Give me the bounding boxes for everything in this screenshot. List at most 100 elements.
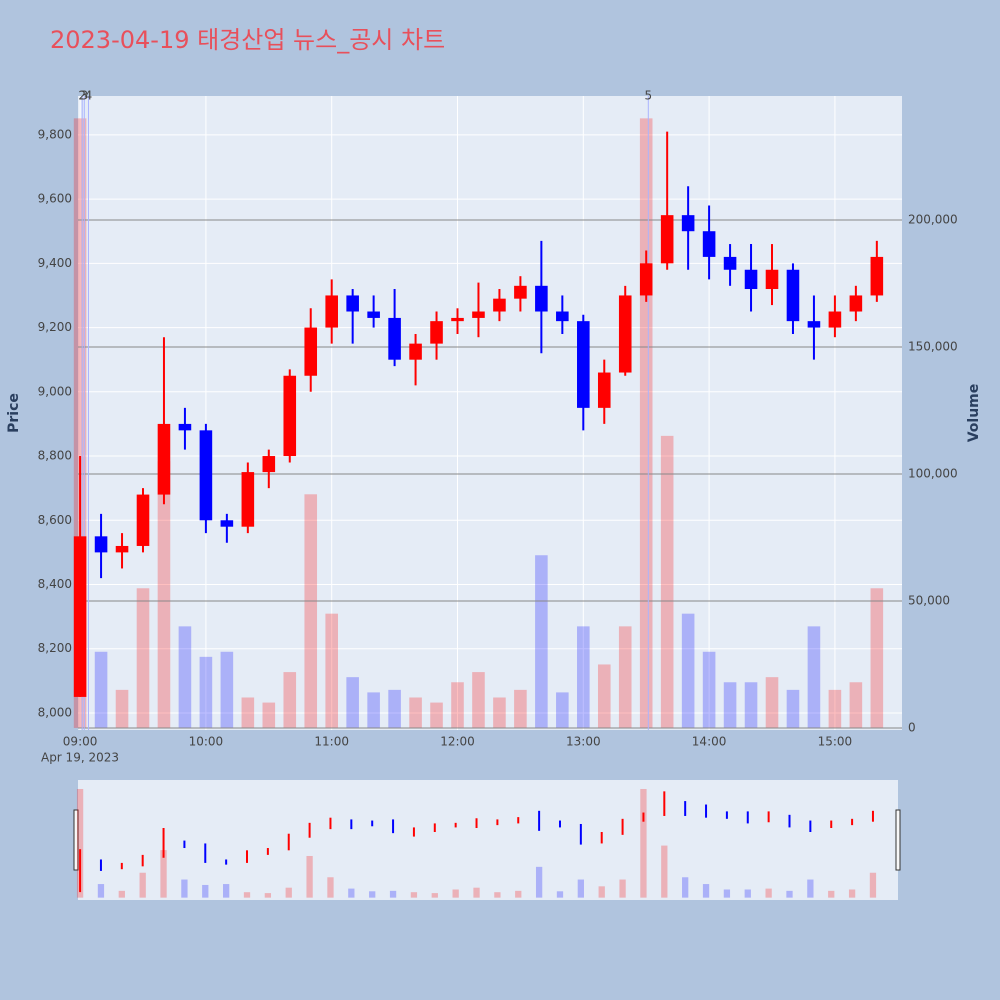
volume-bar: [262, 702, 276, 728]
y-tick-label: 9,200: [38, 320, 72, 334]
x-tick-label: 11:00: [314, 735, 349, 749]
y-tick-label: 9,800: [38, 127, 72, 141]
volume-bar: [430, 702, 443, 728]
volume-bar: [304, 494, 318, 728]
volume-bar: [346, 677, 359, 728]
x-date-label: Apr 19, 2023: [41, 751, 119, 765]
candle-body: [723, 256, 737, 270]
volume-bar: [115, 689, 129, 728]
volume-bar: [178, 626, 192, 728]
x-tick-label: 13:00: [566, 735, 601, 749]
slider-volume-bar: [222, 884, 230, 898]
y-tick-label: 8,000: [38, 705, 72, 719]
slider-handle[interactable]: [73, 809, 79, 871]
candle-body: [262, 456, 276, 473]
candle-body: [388, 317, 401, 360]
annotation-label: 3: [80, 89, 88, 103]
candle-body: [870, 256, 884, 296]
slider-volume-bar: [76, 788, 84, 898]
volume-bar: [514, 689, 527, 728]
annotation-label: 2: [78, 89, 86, 103]
slider-volume-bar: [556, 891, 564, 898]
slider-volume-bar: [494, 892, 501, 898]
candle-body: [786, 269, 800, 322]
candle-body: [451, 317, 464, 322]
slider-volume-bar: [598, 886, 605, 898]
candle-body: [73, 536, 87, 697]
candle-body: [807, 321, 821, 328]
slider-volume-bar: [577, 879, 584, 898]
slider-volume-bar: [243, 892, 251, 898]
slider-volume-bar: [285, 887, 292, 898]
slider-volume-bar: [452, 889, 459, 898]
x-tick-label: 15:00: [818, 735, 853, 749]
slider-volume-bar: [869, 872, 877, 898]
candle-body: [472, 311, 485, 318]
slider-volume-bar: [828, 890, 835, 898]
candle-body: [115, 545, 129, 553]
slider-volume-bar: [640, 788, 647, 898]
candle-body: [535, 285, 548, 312]
volume-bar: [577, 626, 590, 728]
candle-body: [577, 321, 590, 408]
y2-tick-label: 200,000: [908, 212, 958, 226]
volume-bar: [94, 651, 108, 728]
volume-bar: [828, 689, 842, 728]
volume-bar: [849, 682, 863, 728]
volume-bar: [723, 682, 737, 728]
candle-body: [556, 311, 569, 322]
slider-volume-bar: [723, 889, 731, 898]
y-tick-label: 9,000: [38, 384, 72, 398]
volume-bar: [325, 613, 338, 728]
slider-volume-bar: [431, 893, 438, 898]
volume-bar: [786, 689, 800, 728]
volume-bar: [157, 461, 171, 728]
y-tick-label: 8,600: [38, 513, 72, 527]
candle-body: [367, 311, 380, 318]
x-tick-label: 14:00: [692, 735, 727, 749]
chart-title: 2023-04-19 태경산업 뉴스_공시 차트: [50, 26, 445, 54]
candle-body: [618, 295, 632, 373]
slider-volume-bar: [473, 887, 480, 898]
slider-handle[interactable]: [895, 809, 901, 871]
candle-body: [849, 295, 863, 312]
slider-volume-bar: [848, 889, 856, 898]
slider-volume-bar: [97, 884, 105, 898]
slider-volume-bar: [118, 890, 125, 898]
volume-bar: [597, 664, 611, 728]
volume-bar: [807, 626, 821, 728]
candle-body: [157, 423, 171, 495]
candle-body: [94, 536, 108, 553]
slider-volume-bar: [348, 888, 355, 898]
volume-bar: [493, 697, 506, 728]
volume-bar: [241, 697, 255, 728]
candle-body: [283, 375, 297, 457]
candle-body: [514, 285, 527, 299]
candle-body: [681, 215, 695, 232]
y-tick-label: 9,400: [38, 256, 72, 270]
candle-body: [430, 321, 443, 344]
candle-body: [178, 423, 192, 431]
candle-body: [346, 295, 359, 312]
candle-body: [702, 231, 716, 257]
volume-bar: [618, 626, 632, 728]
candle-body: [493, 298, 506, 312]
slider-volume-bar: [410, 892, 418, 898]
candle-body: [136, 494, 150, 546]
slider-volume-bar: [264, 893, 272, 898]
y2-tick-label: 50,000: [908, 593, 950, 607]
volume-bar: [220, 651, 234, 728]
slider-volume-bar: [786, 890, 793, 898]
candle-body: [765, 269, 779, 290]
annotation-label: 4: [85, 89, 93, 103]
slider-volume-bar: [702, 884, 710, 898]
slider-volume-bar: [744, 889, 751, 898]
volume-bar: [556, 692, 569, 728]
y2-axis-title: Volume: [966, 384, 982, 443]
volume-bar: [744, 682, 758, 728]
candle-body: [325, 295, 338, 328]
slider-volume-bar: [160, 850, 167, 898]
candle-body: [744, 269, 758, 290]
